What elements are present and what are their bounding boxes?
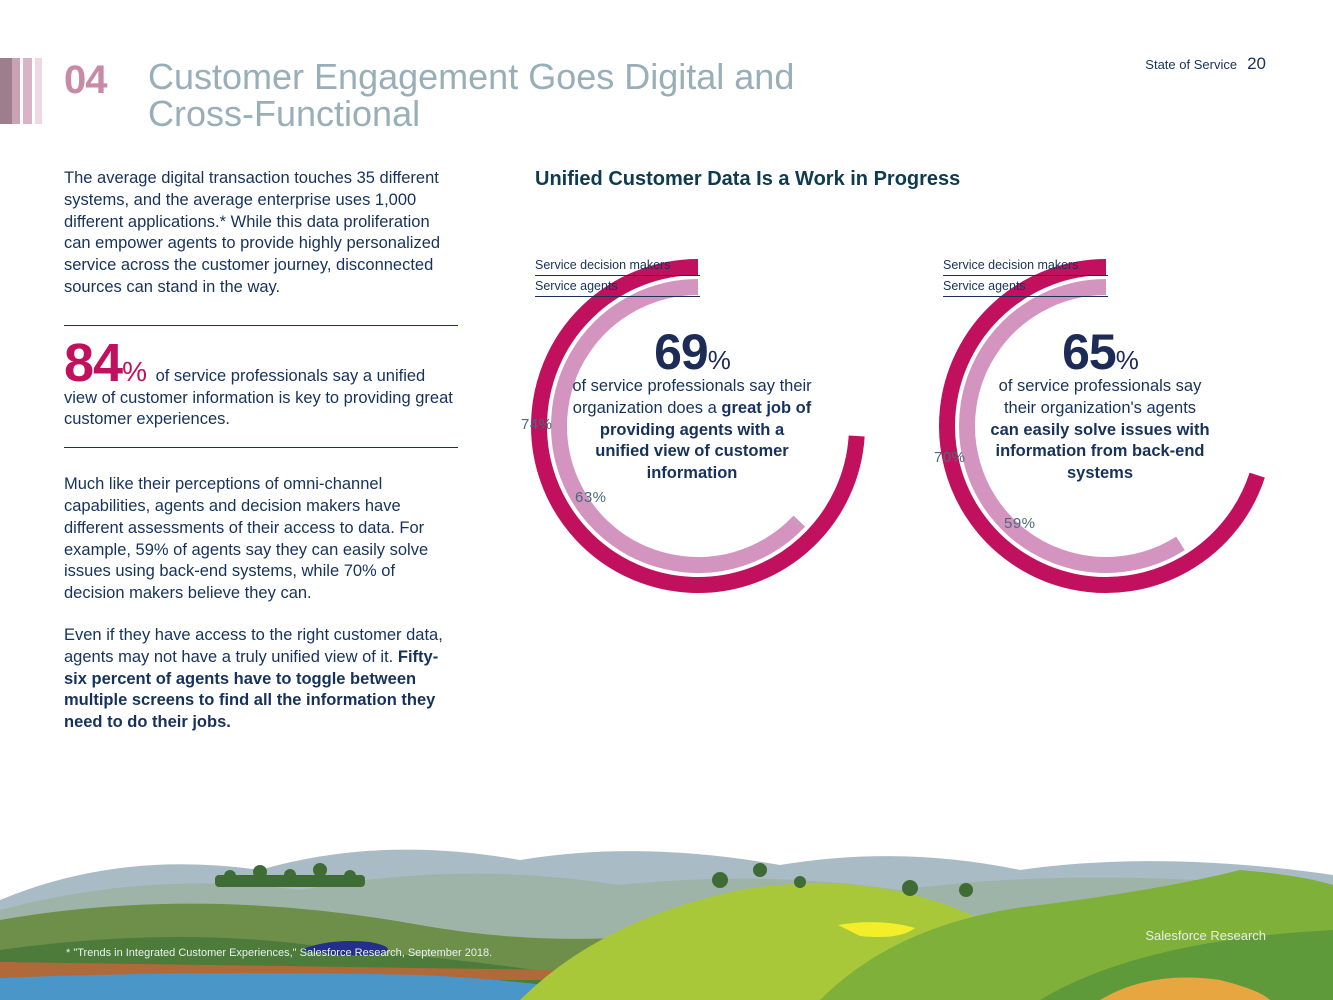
toggle-paragraph-bold: Fifty-six percent of agents have to togg… [64,647,439,732]
donut-rings [939,259,1265,593]
value-label-agents: 63% [575,489,607,506]
key-stat-block: 84% of service professionals say a unifi… [64,324,458,449]
value-label-decision-makers: 70% [934,449,966,466]
section-color-bars [0,58,42,124]
caption-bold: can easily solve issues with information… [990,420,1210,483]
footnote: * "Trends in Integrated Customer Experie… [66,947,493,959]
donut-caption: of service professionals say their organ… [990,376,1210,485]
legend-decision-makers: Service decision makers [535,256,700,276]
headline-percent-sign: % [1115,345,1139,375]
intro-paragraph: The average digital transaction touches … [64,169,441,296]
publication-name: State of Service [1145,57,1238,72]
chart-title: Unified Customer Data Is a Work in Progr… [535,168,961,190]
section-number: 04 [64,58,107,102]
toggle-paragraph-plain: Even if they have access to the right cu… [64,625,443,666]
page-title: Customer Engagement Goes Digital and Cro… [148,56,795,134]
caption-bold: great job of providing agents with a uni… [595,398,812,483]
donut-chart-back-end: Service decision makers Service agents 6… [934,250,1278,600]
caption-plain: of service professionals say their organ… [998,377,1202,417]
running-header: State of Service 20 [1145,54,1266,74]
page-number: 20 [1247,54,1266,73]
publisher-credit: Salesforce Research [1145,928,1266,943]
left-column: The average digital transaction touches … [64,168,458,734]
legend-agents: Service agents [943,277,1108,297]
key-stat-text: of service professionals say a unified v… [64,366,453,429]
arc-agents [959,279,1185,573]
headline-value: 69 [654,324,709,380]
toggle-paragraph: Even if they have access to the right cu… [64,625,458,734]
landscape-illustration [0,849,1333,1000]
arc-agents [551,279,806,573]
arc-decision-makers [531,259,865,593]
donut-chart-unified-view: Service decision makers Service agents 6… [521,250,870,600]
donut-headline: 65% [938,327,1263,377]
donut-rings [531,259,865,593]
arc-decision-makers [939,259,1265,593]
donut-caption: of service professionals say their organ… [572,376,812,485]
key-stat-percent-sign: % [122,355,147,387]
value-label-agents: 59% [1004,515,1036,532]
headline-percent-sign: % [707,345,731,375]
value-label-decision-makers: 74% [521,416,553,433]
caption-plain: of service professionals say their organ… [572,377,812,417]
key-stat-value: 84 [64,332,123,393]
legend-decision-makers: Service decision makers [943,256,1108,276]
data-access-paragraph: Much like their perceptions of omni-chan… [64,475,429,603]
headline-value: 65 [1062,324,1117,380]
donut-headline: 69% [530,327,855,377]
legend-agents: Service agents [535,277,700,297]
